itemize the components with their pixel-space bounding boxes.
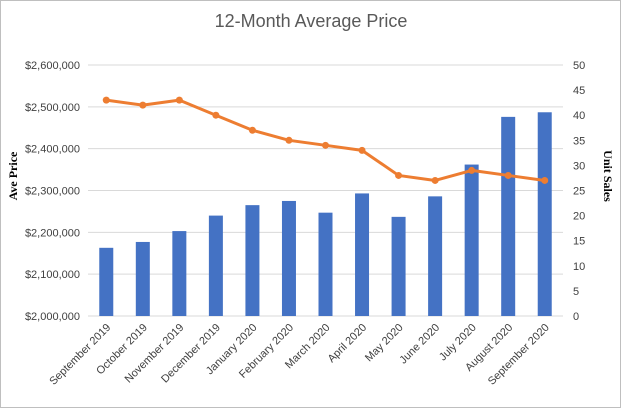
right-tick-label: 20 <box>573 211 585 223</box>
line-point <box>102 96 110 104</box>
right-tick-label: 25 <box>573 186 585 198</box>
line-point <box>285 136 293 144</box>
line-point <box>431 176 439 184</box>
left-tick-label: $2,200,000 <box>25 227 80 239</box>
line-point <box>541 176 549 184</box>
bar <box>391 216 406 316</box>
line-point <box>468 166 476 174</box>
left-tick-label: $2,300,000 <box>25 186 80 198</box>
right-axis-ticks: 0 5 10 15 20 25 30 35 40 45 50 <box>573 60 585 323</box>
right-tick-label: 30 <box>573 160 585 172</box>
left-tick-label: $2,100,000 <box>25 269 80 281</box>
right-tick-label: 0 <box>573 311 579 323</box>
bar <box>318 212 333 316</box>
line-point <box>139 101 147 109</box>
right-tick-label: 50 <box>573 60 585 72</box>
bar <box>135 241 150 316</box>
right-tick-label: 5 <box>573 286 579 298</box>
line-point <box>358 146 366 154</box>
left-tick-label: $2,000,000 <box>25 311 80 323</box>
bar <box>172 231 187 316</box>
bar <box>355 193 370 316</box>
bar <box>99 247 114 316</box>
bar <box>208 215 223 316</box>
right-tick-label: 45 <box>573 85 585 97</box>
bar <box>281 200 296 316</box>
bar <box>245 205 260 316</box>
left-tick-label: $2,500,000 <box>25 102 80 114</box>
bar <box>464 164 479 316</box>
x-tick-label: June 2020 <box>397 322 442 367</box>
left-tick-label: $2,600,000 <box>25 60 80 72</box>
line-point <box>395 171 403 179</box>
bar <box>537 112 552 316</box>
right-tick-label: 40 <box>573 110 585 122</box>
right-tick-label: 15 <box>573 236 585 248</box>
bar-series <box>99 112 552 316</box>
line-point <box>504 171 512 179</box>
line-series <box>102 96 549 184</box>
right-axis-title: Unit Sales <box>601 150 615 202</box>
left-axis-title: Ave Price <box>6 151 20 200</box>
left-axis-ticks: $2,000,000 $2,100,000 $2,200,000 $2,300,000… <box>25 60 80 323</box>
line-point <box>322 141 329 149</box>
unit-sales-line <box>106 98 545 182</box>
line-point <box>248 126 256 134</box>
right-tick-label: 35 <box>573 135 585 147</box>
bar <box>501 116 516 316</box>
bar <box>428 196 443 316</box>
right-tick-label: 10 <box>573 261 585 273</box>
line-point <box>175 96 183 104</box>
left-tick-label: $2,400,000 <box>25 144 80 156</box>
x-tick-label: September 2019 <box>47 322 113 388</box>
line-point <box>212 111 220 119</box>
chart-title: 12-Month Average Price <box>215 11 408 31</box>
x-tick-label: April 2020 <box>326 322 370 366</box>
